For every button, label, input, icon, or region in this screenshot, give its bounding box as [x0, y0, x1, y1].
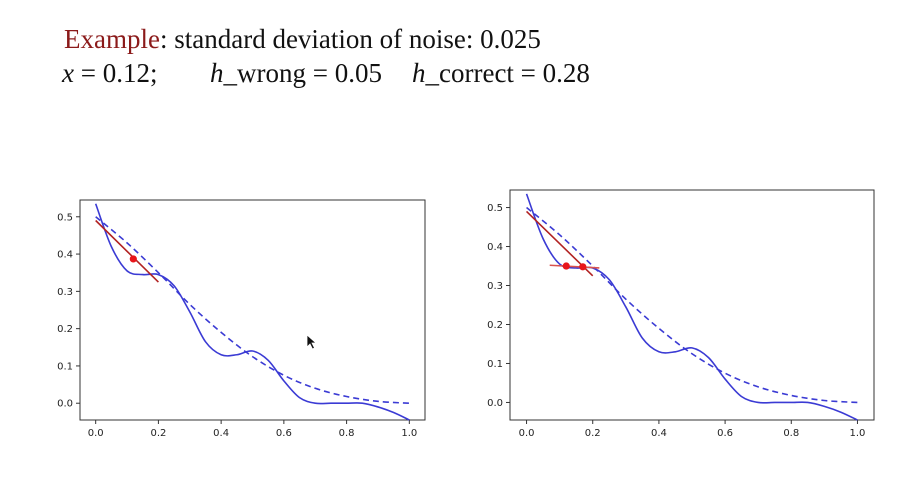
y-tick-label: 0.3 [487, 281, 503, 292]
y-tick-label: 0.5 [487, 203, 503, 214]
h-correct-value: _correct = 0.28 [425, 58, 590, 88]
h-correct-param: h_correct = 0.28 [412, 58, 590, 89]
x-tick-label: 0.6 [276, 428, 292, 439]
x-tick-label: 0.8 [339, 428, 355, 439]
secant-line [549, 264, 600, 269]
x-tick-label: 0.6 [717, 428, 733, 439]
y-tick-label: 0.2 [57, 324, 73, 335]
sample-point [579, 263, 587, 271]
true-function-curve [526, 206, 858, 404]
y-tick-label: 0.4 [487, 242, 503, 253]
tangent-line [95, 219, 159, 283]
x-tick-label: 0.0 [519, 428, 535, 439]
example-label: Example [64, 24, 160, 54]
y-tick-label: 0.1 [57, 361, 73, 372]
true-function-curve [95, 216, 410, 405]
x-tick-label: 0.2 [150, 428, 166, 439]
axes-frame [79, 199, 426, 421]
h-wrong-param: h_wrong = 0.05 [210, 58, 382, 89]
y-tick-label: 0.4 [57, 250, 73, 261]
x-tick-label: 0.4 [651, 428, 667, 439]
sample-point [129, 255, 137, 263]
y-tick-label: 0.1 [487, 359, 503, 370]
h-correct-symbol: h [412, 58, 426, 88]
x-tick-label: 0.4 [213, 428, 229, 439]
x-tick-label: 1.0 [850, 428, 866, 439]
x-tick-label: 0.8 [783, 428, 799, 439]
x-tick-label: 1.0 [401, 428, 417, 439]
sample-point [562, 262, 570, 270]
y-tick-label: 0.3 [57, 287, 73, 298]
y-tick-label: 0.0 [487, 398, 503, 409]
y-tick-label: 0.2 [487, 320, 503, 331]
x-param: x = 0.12; [62, 58, 157, 89]
x-tick-label: 0.2 [585, 428, 601, 439]
y-tick-label: 0.5 [57, 212, 73, 223]
noise-std-text: : standard deviation of noise: 0.025 [159, 24, 541, 54]
x-value: = 0.12; [73, 58, 158, 88]
chart-left: 0.0 0.2 0.4 0.6 0.8 1.0 0.0 0.1 0.2 0.3 0.4 0.5 [57, 199, 426, 439]
example-heading: Example: standard deviation of noise: 0.… [64, 24, 541, 55]
noisy-function-curve [94, 203, 410, 421]
h-wrong-symbol: h [210, 58, 224, 88]
noisy-function-curve [525, 193, 858, 421]
mouse-cursor-icon [306, 334, 318, 350]
x-tick-label: 0.0 [88, 428, 104, 439]
h-wrong-value: _wrong = 0.05 [223, 58, 382, 88]
chart-right: 0.0 0.2 0.4 0.6 0.8 1.0 0.0 0.1 0.2 0.3 0.4 0.5 [487, 189, 875, 439]
y-tick-label: 0.0 [57, 399, 73, 410]
axes-frame [509, 189, 875, 421]
x-symbol: x [62, 58, 74, 88]
